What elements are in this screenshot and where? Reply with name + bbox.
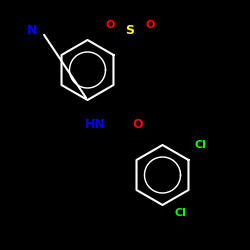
Text: S: S	[126, 24, 134, 36]
Text: O: O	[105, 20, 115, 30]
Text: HN: HN	[84, 118, 105, 132]
Text: Cl: Cl	[174, 208, 186, 218]
Text: N: N	[27, 24, 38, 36]
Text: Cl: Cl	[194, 140, 206, 150]
Text: O: O	[145, 20, 155, 30]
Text: O: O	[132, 118, 143, 132]
